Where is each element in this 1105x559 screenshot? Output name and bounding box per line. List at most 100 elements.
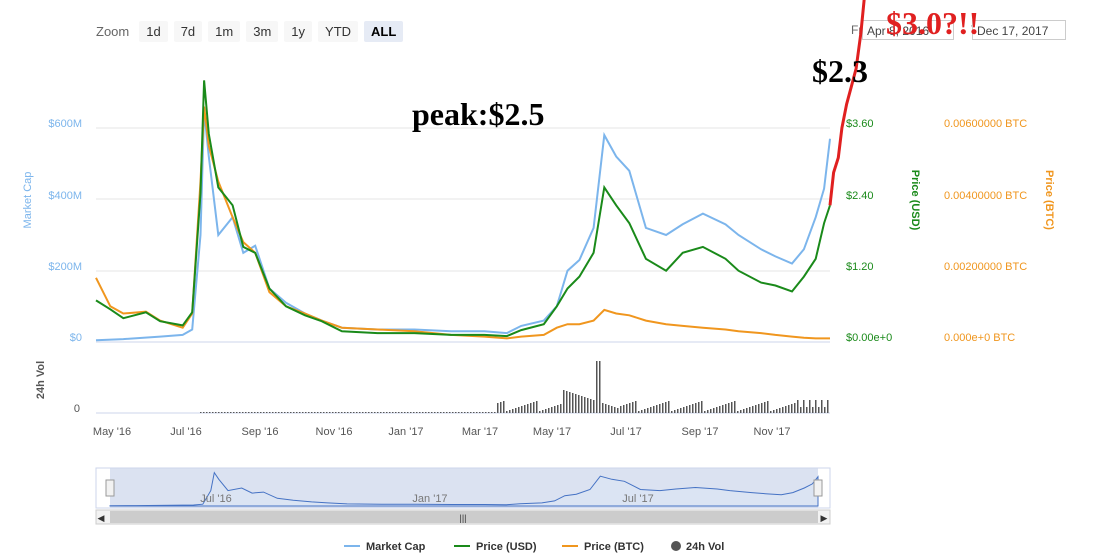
volume-bar <box>584 397 586 413</box>
volume-bar <box>710 409 712 413</box>
scrollbar-thumb[interactable] <box>110 511 818 523</box>
volume-axis-title: 24h Vol <box>35 361 47 399</box>
volume-bar <box>395 412 397 413</box>
range-from-input[interactable]: Apr 8, 2016 <box>862 20 954 40</box>
volume-bar <box>440 412 442 413</box>
volume-bar <box>803 400 805 413</box>
x-tick: Nov '16 <box>316 426 353 438</box>
volume-bar <box>386 412 388 413</box>
volume-bar <box>614 407 616 413</box>
volume-bar <box>644 409 646 413</box>
volume-bar <box>716 407 718 413</box>
price-btc-tick: 0.00600000 BTC <box>944 118 1027 130</box>
volume-bar <box>632 402 634 413</box>
zoom-button-7d[interactable]: 7d <box>173 20 203 42</box>
volume-bar <box>245 412 247 413</box>
volume-bar <box>482 412 484 413</box>
market-cap-tick: $400M <box>48 190 82 202</box>
volume-bar <box>233 412 235 413</box>
volume-bar <box>221 412 223 413</box>
volume-bar <box>476 412 478 413</box>
volume-bars <box>200 361 829 413</box>
volume-bar <box>566 391 568 413</box>
volume-bar <box>797 400 799 413</box>
volume-bar <box>812 407 814 413</box>
range-to-input[interactable]: Dec 17, 2017 <box>972 20 1066 40</box>
market-cap-tick: $200M <box>48 261 82 273</box>
volume-bar <box>647 408 649 413</box>
price-usd-tick: $3.60 <box>846 118 874 130</box>
volume-bar <box>215 412 217 413</box>
volume-bar <box>668 401 670 413</box>
volume-bar <box>254 412 256 413</box>
volume-bar <box>608 405 610 413</box>
legend-market-cap[interactable]: Market Cap <box>366 541 426 553</box>
volume-bar <box>749 407 751 413</box>
volume-bar <box>557 405 559 413</box>
scroll-right-icon[interactable]: ▶ <box>821 513 828 523</box>
navigator-handle-right[interactable] <box>813 479 823 497</box>
volume-bar <box>728 403 730 413</box>
volume-bar <box>308 412 310 413</box>
zoom-button-1y[interactable]: 1y <box>284 20 313 42</box>
volume-bar <box>323 412 325 413</box>
volume-bar <box>341 412 343 413</box>
volume-bar <box>227 412 229 413</box>
volume-bar <box>779 408 781 413</box>
zoom-button-3m[interactable]: 3m <box>246 20 279 42</box>
volume-bar <box>671 411 673 413</box>
legend-price-usd[interactable]: Price (USD) <box>476 541 537 553</box>
volume-bar <box>656 405 658 413</box>
volume-bar <box>467 412 469 413</box>
target-price-annotation: $3.0?!! <box>886 5 979 41</box>
volume-bar <box>251 412 253 413</box>
volume-bar <box>809 400 811 413</box>
scroll-left-icon[interactable]: ◀ <box>98 513 105 523</box>
legend-price-btc[interactable]: Price (BTC) <box>584 541 644 553</box>
zoom-button-1d[interactable]: 1d <box>139 20 168 42</box>
market-cap-tick: $600M <box>48 118 82 130</box>
volume-bar <box>410 412 412 413</box>
volume-bar <box>209 412 211 413</box>
navigator-handle-left[interactable] <box>105 479 115 497</box>
volume-bar <box>458 412 460 413</box>
volume-bar <box>527 404 529 413</box>
volume-bar <box>248 412 250 413</box>
volume-bar <box>272 412 274 413</box>
volume-bar <box>353 412 355 413</box>
x-tick: Sep '16 <box>242 426 279 438</box>
volume-bar <box>326 412 328 413</box>
volume-tick: 0 <box>74 403 80 415</box>
volume-bar <box>422 412 424 413</box>
volume-bar <box>524 405 526 413</box>
volume-bar <box>767 401 769 413</box>
price-btc-axis-title: Price (BTC) <box>1043 170 1055 230</box>
volume-bar <box>347 412 349 413</box>
volume-bar <box>212 412 214 413</box>
peak-annotation: peak:$2.5 <box>412 96 544 132</box>
zoom-button-ytd[interactable]: YTD <box>318 20 359 42</box>
volume-bar <box>680 408 682 413</box>
volume-bar <box>569 392 571 413</box>
legend-volume[interactable]: 24h Vol <box>686 541 724 553</box>
volume-bar <box>518 407 520 413</box>
volume-bar <box>299 412 301 413</box>
volume-bar <box>587 398 589 413</box>
volume-bar <box>296 412 298 413</box>
volume-bar <box>683 407 685 413</box>
volume-bar <box>788 405 790 413</box>
volume-bar <box>206 412 208 413</box>
volume-bar <box>689 405 691 413</box>
volume-bar <box>377 412 379 413</box>
volume-bar <box>674 410 676 413</box>
volume-bar <box>821 400 823 413</box>
zoom-button-all[interactable]: ALL <box>364 20 404 42</box>
volume-bar <box>281 412 283 413</box>
volume-bar <box>698 402 700 413</box>
zoom-button-1m[interactable]: 1m <box>208 20 241 42</box>
navigator-tick: Jan '17 <box>412 493 447 505</box>
volume-bar <box>293 412 295 413</box>
volume-bar <box>827 400 829 413</box>
volume-bar <box>317 412 319 413</box>
volume-bar <box>740 410 742 413</box>
